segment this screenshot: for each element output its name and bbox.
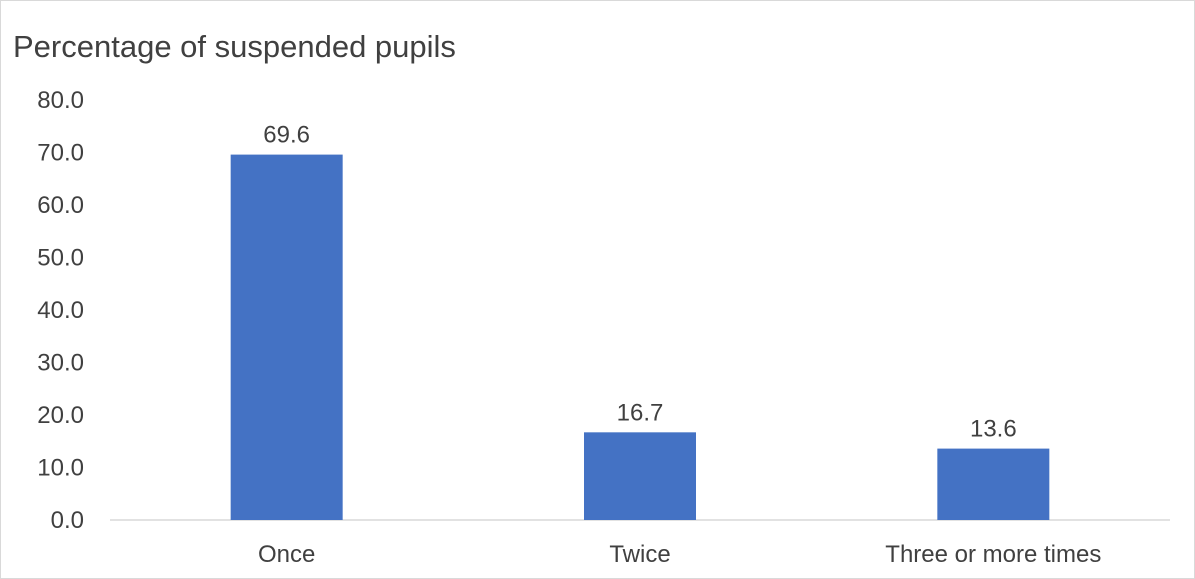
x-category-label: Once (258, 541, 315, 568)
x-category-label: Three or more times (885, 541, 1101, 568)
y-tick-label: 40.0 (37, 297, 84, 324)
y-tick-label: 50.0 (37, 245, 84, 272)
y-tick-label: 10.0 (37, 455, 84, 482)
y-tick-label: 20.0 (37, 402, 84, 429)
y-tick-label: 0.0 (51, 507, 84, 534)
y-tick-label: 60.0 (37, 192, 84, 219)
x-category-label: Twice (609, 541, 670, 568)
bar-three-or-more-times (937, 448, 1050, 520)
bar-twice (584, 432, 696, 520)
data-label: 13.6 (970, 416, 1017, 443)
data-label: 16.7 (617, 399, 664, 426)
y-tick-label: 30.0 (37, 350, 84, 377)
chart-title: Percentage of suspended pupils (13, 29, 456, 64)
data-label: 69.6 (263, 122, 310, 149)
y-tick-label: 80.0 (37, 87, 84, 114)
y-tick-label: 70.0 (37, 140, 84, 167)
bar-once (230, 154, 343, 520)
